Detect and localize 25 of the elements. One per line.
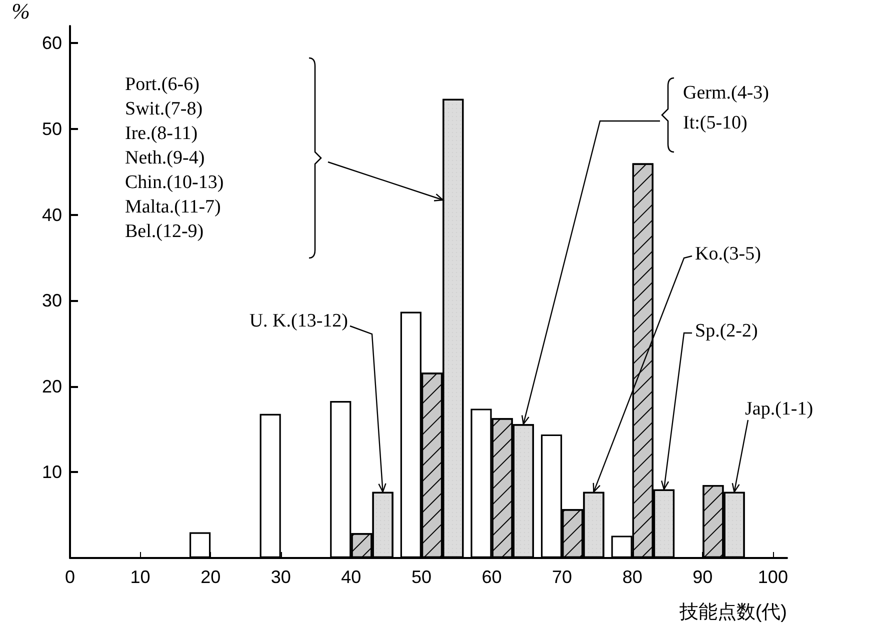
x-tick-label: 100	[758, 567, 788, 587]
x-tick-label: 20	[200, 567, 221, 587]
x-tick-label: 60	[482, 567, 502, 587]
y-tick-label: 60	[42, 33, 62, 54]
annotation: Jap.(1-1)	[745, 398, 814, 420]
x-axis-title: 技能点数(代)	[678, 602, 787, 623]
y-axis-title: %	[12, 0, 30, 24]
y-tick-label: 10	[42, 462, 62, 482]
x-tick-label: 0	[64, 567, 76, 587]
annotation: Port.(6-6) Swit.(7-8) Ire.(8-11) Neth.(9-4) Chin.(10-13) Malta.(11-7) Bel.(12-9)	[125, 74, 224, 242]
x-tick-label: 50	[411, 567, 432, 587]
annotation: Germ.(4-3) It:(5-10)	[683, 82, 769, 134]
y-tick-label: 50	[42, 118, 62, 139]
annotation: U. K.(13-12)	[249, 310, 348, 332]
y-tick-label: 30	[42, 290, 62, 311]
annotation: Sp.(2-2)	[695, 320, 758, 342]
x-tick-label: 10	[130, 567, 150, 587]
y-tick-label: 40	[42, 204, 62, 225]
x-tick-label: 40	[341, 567, 362, 587]
x-tick-label: 90	[692, 567, 713, 587]
x-tick-label: 30	[270, 567, 291, 587]
x-tick-label: 80	[622, 567, 642, 587]
annotation: Ko.(3-5)	[695, 244, 761, 264]
x-tick-label: 70	[552, 567, 572, 587]
y-tick-label: 20	[42, 376, 62, 396]
